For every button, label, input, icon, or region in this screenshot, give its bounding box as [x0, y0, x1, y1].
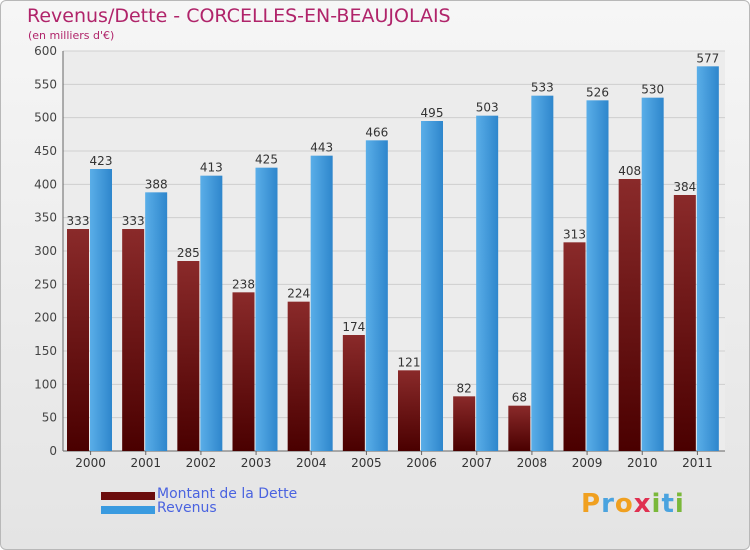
x-tick-label: 2003 [241, 456, 272, 470]
bar-dette [618, 179, 641, 451]
bar-dette [453, 396, 476, 451]
y-tick-label: 350 [34, 211, 57, 225]
bar-revenus [421, 121, 443, 451]
x-tick-label: 2002 [186, 456, 217, 470]
legend-swatch-dette [101, 492, 155, 500]
x-tick-label: 2009 [572, 456, 603, 470]
x-tick-label: 2005 [351, 456, 382, 470]
x-tick-label: 2011 [682, 456, 713, 470]
logo-letter: i [651, 489, 662, 519]
data-label-dette: 224 [287, 287, 310, 301]
data-label-dette: 333 [67, 214, 90, 228]
data-label-revenus: 443 [310, 141, 333, 155]
bar-revenus [200, 175, 223, 451]
y-tick-label: 450 [34, 144, 57, 158]
y-tick-label: 200 [34, 311, 57, 325]
data-label-dette: 238 [232, 277, 255, 291]
data-label-dette: 408 [618, 164, 641, 178]
legend-label-revenus: Revenus [157, 500, 217, 516]
bar-revenus [531, 95, 554, 452]
logo-letter: o [614, 489, 634, 519]
data-label-revenus: 413 [200, 161, 223, 175]
data-label-dette: 82 [457, 381, 472, 395]
bar-revenus [696, 66, 719, 451]
logo-letter: x [633, 489, 652, 519]
data-label-revenus: 466 [365, 125, 388, 139]
x-tick-label: 2007 [461, 456, 492, 470]
data-label-revenus: 423 [90, 154, 113, 168]
legend-swatch-revenus [101, 506, 155, 514]
data-label-dette: 121 [398, 355, 421, 369]
data-label-revenus: 495 [421, 106, 444, 120]
data-label-dette: 333 [122, 214, 145, 228]
y-tick-label: 550 [34, 77, 57, 91]
bar-dette [177, 261, 200, 451]
bar-dette [398, 370, 420, 451]
data-label-revenus: 530 [641, 83, 664, 97]
data-label-dette: 285 [177, 246, 200, 260]
y-tick-label: 250 [34, 277, 57, 291]
bar-dette [67, 229, 89, 451]
data-label-dette: 384 [673, 180, 696, 194]
data-label-revenus: 533 [531, 81, 554, 95]
logo-letter: P [581, 489, 602, 519]
y-tick-label: 600 [34, 44, 57, 58]
bar-revenus [586, 100, 609, 451]
data-label-revenus: 526 [586, 85, 609, 99]
x-tick-label: 2006 [406, 456, 437, 470]
y-tick-label: 0 [49, 444, 57, 458]
bar-revenus [310, 155, 333, 451]
chart-subtitle: (en milliers d'€) [28, 29, 115, 42]
logo-letter: i [674, 489, 685, 519]
y-tick-label: 150 [34, 344, 57, 358]
logo-letter: t [661, 489, 675, 519]
proxiti-logo: Proxiti [581, 489, 685, 519]
bar-dette [563, 242, 586, 451]
x-tick-label: 2004 [296, 456, 327, 470]
bar-dette [673, 195, 696, 451]
bar-dette [287, 301, 310, 451]
bar-dette [232, 292, 255, 451]
y-tick-label: 300 [34, 244, 57, 258]
bar-revenus [365, 140, 388, 452]
x-tick-label: 2001 [130, 456, 161, 470]
data-label-revenus: 503 [476, 101, 499, 115]
x-tick-label: 2010 [627, 456, 658, 470]
data-label-revenus: 388 [145, 177, 168, 191]
bar-revenus [145, 192, 168, 452]
y-tick-label: 400 [34, 177, 57, 191]
chart-title: Revenus/Dette - CORCELLES-EN-BEAUJOLAIS [27, 5, 451, 27]
legend-label-dette: Montant de la Dette [157, 486, 298, 502]
y-tick-label: 50 [42, 411, 57, 425]
x-tick-label: 2000 [75, 456, 106, 470]
bar-dette [122, 229, 145, 451]
data-label-dette: 68 [512, 391, 527, 405]
y-tick-label: 100 [34, 377, 57, 391]
data-label-dette: 313 [563, 227, 586, 241]
y-tick-label: 500 [34, 111, 57, 125]
bar-revenus [641, 97, 664, 452]
data-label-dette: 174 [342, 320, 365, 334]
bar-dette [342, 335, 365, 451]
data-label-revenus: 425 [255, 153, 278, 167]
data-label-revenus: 577 [696, 51, 719, 65]
bar-revenus [255, 167, 278, 451]
bar-dette [508, 405, 531, 451]
x-tick-label: 2008 [517, 456, 548, 470]
bar-revenus [476, 115, 499, 452]
logo-letter: r [601, 489, 615, 519]
bar-revenus [90, 169, 112, 451]
